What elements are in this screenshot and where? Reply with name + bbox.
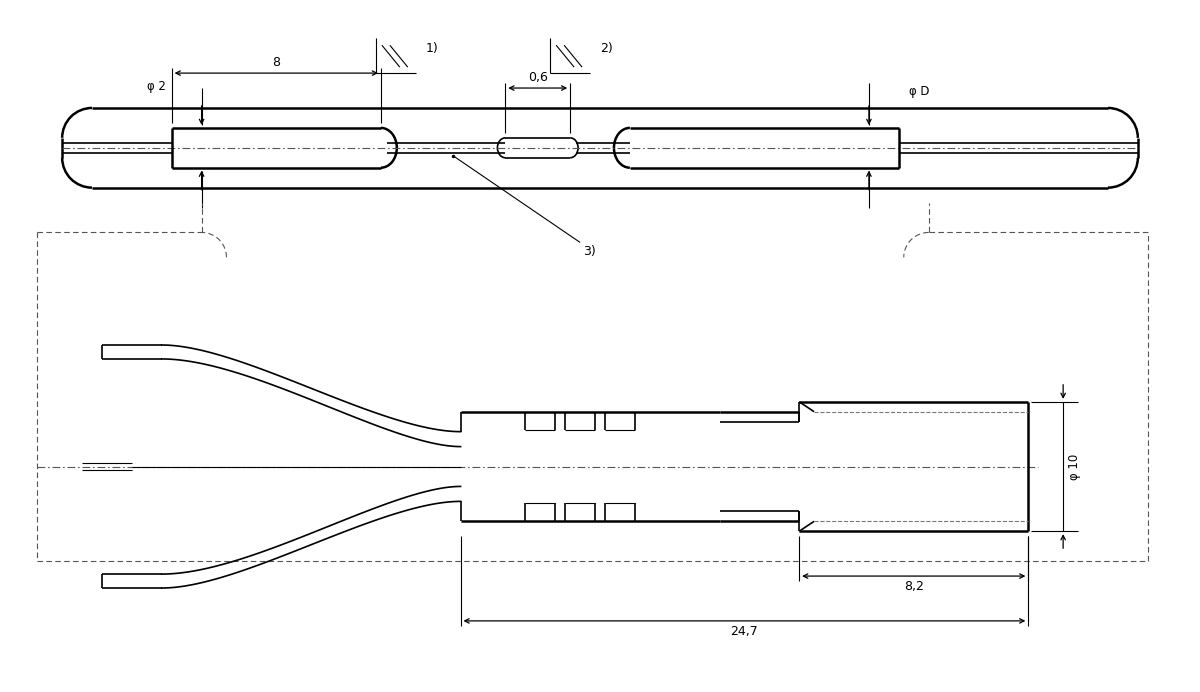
Text: 3): 3) — [583, 246, 596, 258]
Text: 24,7: 24,7 — [731, 625, 758, 638]
Text: 8: 8 — [272, 56, 281, 69]
Text: 2): 2) — [600, 42, 613, 55]
Text: φ 10: φ 10 — [1068, 453, 1081, 480]
Text: 8,2: 8,2 — [904, 580, 924, 593]
Text: 1): 1) — [426, 42, 438, 55]
Text: φ 2: φ 2 — [148, 80, 167, 93]
Text: φ D: φ D — [908, 85, 929, 98]
Text: 0,6: 0,6 — [528, 71, 547, 84]
